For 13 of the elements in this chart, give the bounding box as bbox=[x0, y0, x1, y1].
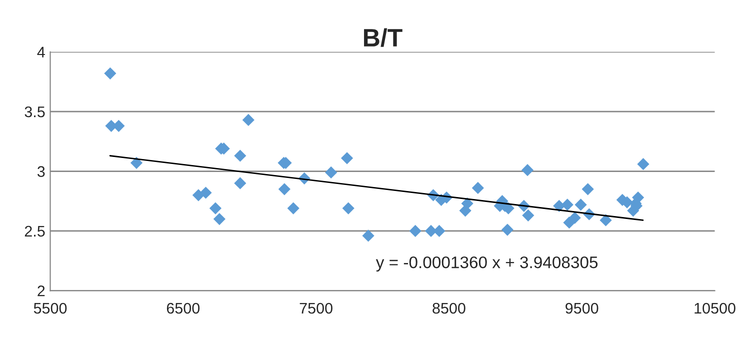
y-tick-label: 2.5 bbox=[24, 226, 45, 237]
x-tick-label: 7500 bbox=[300, 302, 332, 314]
chart-title: B/T bbox=[364, 28, 402, 47]
x-tick-label: 6500 bbox=[166, 302, 200, 314]
y-tick-label: 2 bbox=[38, 286, 45, 296]
y-tick-label: 4 bbox=[37, 46, 45, 58]
annotation: y = -0.0001360 x + 3.9408305 bbox=[376, 256, 598, 272]
y-tick-label: 3 bbox=[37, 166, 45, 177]
x-tick-label: 8500 bbox=[432, 302, 466, 314]
x-tick-label: 5500 bbox=[34, 302, 67, 314]
x-tick-label: 9500 bbox=[566, 302, 598, 314]
x-tick-label: 10500 bbox=[694, 302, 736, 314]
y-tick-label: 3.5 bbox=[24, 106, 45, 118]
